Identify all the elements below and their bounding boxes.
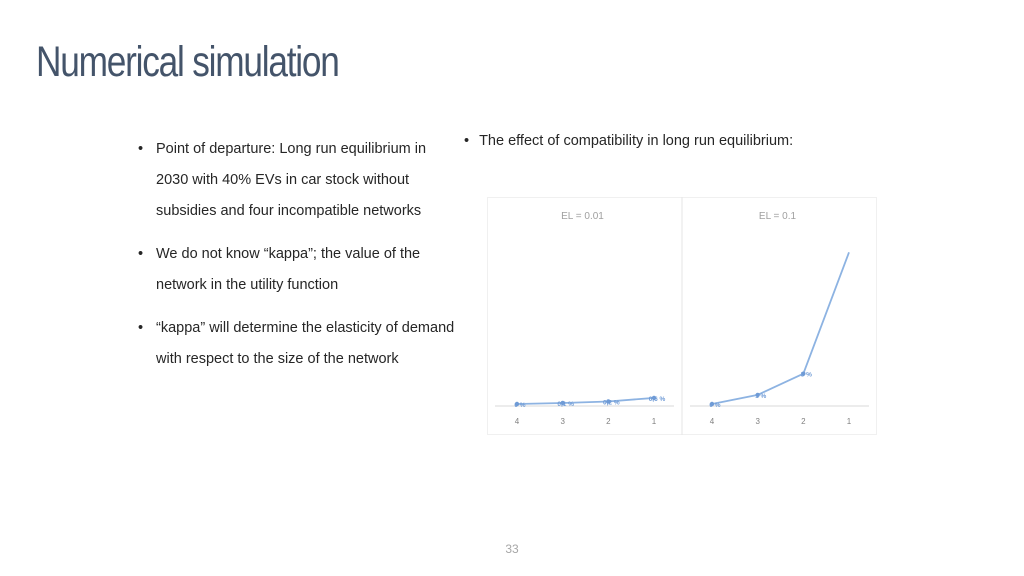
data-label: 0,6 % [649,396,666,403]
series-line [516,397,655,405]
data-point [514,401,520,407]
bullet-marker: • [138,246,144,262]
data-point [801,371,806,376]
compatibility-chart: EL = 0.01 4 3 2 1 0 % 0,1 % 0,2 % 0,6 % EL = 0.1 4… [487,197,877,435]
page-number: 33 [505,542,519,556]
data-point [709,401,715,407]
data-point [755,392,760,398]
x-tick-label: 4 [710,417,715,426]
x-tick-label: 2 [801,417,806,426]
chart-caption: • The effect of compatibility in long run… [464,127,793,155]
x-tick-label: 1 [847,417,852,426]
x-tick-label: 3 [560,417,565,426]
x-tick-label: 1 [652,417,657,426]
chart-svg: EL = 0.01 4 3 2 1 0 % 0,1 % 0,2 % 0,6 % EL = 0.1 4… [487,197,877,435]
bullet-item: • We do not know “kappa”; the value of th… [136,239,456,301]
data-point [606,399,611,404]
x-tick-label: 3 [755,417,760,426]
panel-title: EL = 0.01 [561,211,604,222]
x-tick-label: 2 [606,417,611,426]
slide-title: Numerical simulation [36,38,340,86]
panel-title: EL = 0.1 [759,211,797,222]
data-label: 0,2 % [603,399,620,406]
series-line [711,252,850,405]
data-label: 0,1 % [557,401,574,408]
bullet-item: • Point of departure: Long run equilibriu… [136,134,456,227]
data-label: 1 % [755,393,766,400]
x-tick-label: 4 [515,417,520,426]
bullet-text: We do not know “kappa”; the value of the… [156,246,421,293]
bullet-marker: • [138,320,144,336]
data-point [560,400,565,406]
data-label: 0 % [514,402,525,409]
data-label: 0 % [709,402,720,409]
bullet-text: Point of departure: Long run equilibrium… [156,141,427,219]
bullet-item: • “kappa” will determine the elasticity o… [136,313,456,375]
chart-caption-text: The effect of compatibility in long run … [479,133,794,149]
left-bullet-list: • Point of departure: Long run equilibriu… [136,134,456,387]
bullet-text: “kappa” will determine the elasticity of… [156,320,455,367]
data-label: 3 % [801,372,812,379]
bullet-marker: • [464,133,470,149]
data-point [651,395,657,401]
bullet-marker: • [138,141,144,157]
